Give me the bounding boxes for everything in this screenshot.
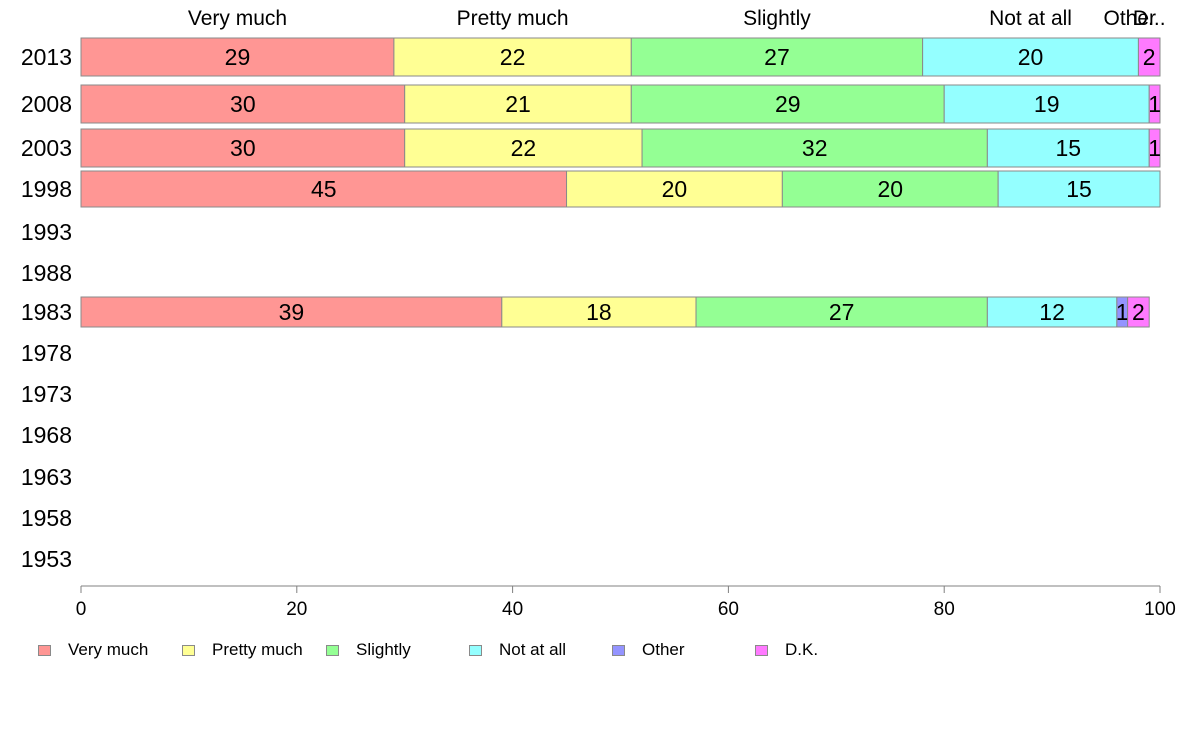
bar-data-label: 18 bbox=[586, 299, 612, 325]
bar-segment bbox=[393, 37, 632, 77]
legend-swatch bbox=[612, 644, 625, 656]
bar-data-label: 29 bbox=[775, 91, 801, 117]
bar-data-label: 12 bbox=[1039, 299, 1065, 325]
y-tick-label: 1993 bbox=[21, 219, 72, 245]
bar-segment bbox=[501, 296, 697, 328]
segment-header-label: Other bbox=[1104, 7, 1157, 30]
y-tick-label: 1953 bbox=[21, 546, 72, 572]
bar-segment bbox=[1148, 84, 1161, 124]
bar-data-label: 1 bbox=[1148, 135, 1161, 161]
bar-data-label: 1 bbox=[1148, 91, 1161, 117]
x-tick-label: 100 bbox=[1144, 599, 1176, 620]
bar-segment bbox=[80, 128, 406, 168]
bar-data-label: 22 bbox=[500, 44, 526, 70]
legend-swatch bbox=[326, 644, 339, 656]
bar-data-label: 2 bbox=[1143, 44, 1156, 70]
bar-data-label: 22 bbox=[511, 135, 537, 161]
legend-swatch bbox=[755, 644, 768, 656]
bar-segment bbox=[986, 128, 1150, 168]
bar-segment bbox=[1148, 128, 1161, 168]
legend-label: Pretty much bbox=[212, 640, 303, 659]
legend-swatch bbox=[469, 644, 482, 656]
bar-data-label: 39 bbox=[279, 299, 305, 325]
bar-segment bbox=[80, 84, 406, 124]
bar-data-label: 45 bbox=[311, 176, 337, 202]
bar-segment bbox=[1137, 37, 1161, 77]
segment-header-label: Not at all bbox=[989, 7, 1072, 30]
legend-label: D.K. bbox=[785, 640, 819, 659]
bar-data-label: 20 bbox=[877, 176, 903, 202]
x-axis: 0 20 40 60 80 100 bbox=[76, 585, 1176, 620]
legend-item: Not at all bbox=[469, 640, 566, 660]
bar-segment bbox=[997, 170, 1161, 208]
bar-segment bbox=[986, 296, 1118, 328]
segment-header-label: D... bbox=[1133, 7, 1166, 30]
bar-data-label: 30 bbox=[230, 135, 256, 161]
bar-data-label: 2 bbox=[1132, 299, 1145, 325]
y-tick-label: 1988 bbox=[21, 260, 72, 286]
bar-segment bbox=[630, 84, 945, 124]
legend-label: Other bbox=[642, 640, 685, 659]
y-tick-label: 1963 bbox=[21, 464, 72, 490]
bar-data-label: 27 bbox=[764, 44, 790, 70]
y-tick-label: 1973 bbox=[21, 381, 72, 407]
legend-swatch bbox=[182, 644, 195, 656]
bar-segment bbox=[404, 128, 643, 168]
y-tick-label: 1983 bbox=[21, 299, 72, 325]
bar-data-label: 29 bbox=[225, 44, 251, 70]
y-tick-label: 1998 bbox=[21, 176, 72, 202]
legend-item: Pretty much bbox=[182, 640, 303, 660]
segment-header-label: Very much bbox=[188, 7, 287, 30]
legend-label: Not at all bbox=[499, 640, 567, 659]
bar-data-label: 21 bbox=[505, 91, 531, 117]
y-tick-label: 1968 bbox=[21, 422, 72, 448]
bar-segment bbox=[1127, 296, 1150, 328]
segment-header-label: Slightly bbox=[743, 7, 811, 30]
legend-item: Very much bbox=[38, 640, 148, 660]
bar-segment bbox=[781, 170, 999, 208]
y-tick-label: 1978 bbox=[21, 340, 72, 366]
x-tick-label: 60 bbox=[718, 599, 739, 620]
bar-segment bbox=[80, 170, 568, 208]
y-axis-year-labels: 2013 2008 2003 1998 1993 1988 1983 1978 1973 1968… bbox=[21, 44, 72, 572]
bar-data-label: 15 bbox=[1066, 176, 1092, 202]
x-tick-label: 80 bbox=[934, 599, 955, 620]
bar-data-label: 15 bbox=[1055, 135, 1081, 161]
legend-item: D.K. bbox=[755, 640, 818, 660]
legend-item: Slightly bbox=[326, 640, 411, 660]
bar-data-label: 32 bbox=[802, 135, 828, 161]
legend: Very much Pretty much Slightly Not at all Ot… bbox=[38, 640, 1138, 662]
bar-segment bbox=[404, 84, 632, 124]
segment-header-labels: Very much Pretty much Slightly Not at all Ot… bbox=[188, 7, 1166, 30]
y-tick-label: 2003 bbox=[21, 135, 72, 161]
y-tick-label: 2013 bbox=[21, 44, 72, 70]
legend-label: Very much bbox=[68, 640, 149, 659]
bar-data-label: 19 bbox=[1034, 91, 1060, 117]
bar-segment bbox=[695, 296, 988, 328]
legend-label: Slightly bbox=[356, 640, 411, 659]
bar-segment bbox=[943, 84, 1150, 124]
bar-data-label: 27 bbox=[829, 299, 855, 325]
bar-data-label: 30 bbox=[230, 91, 256, 117]
legend-swatch bbox=[38, 644, 51, 656]
bar-data-label: 1 bbox=[1116, 299, 1129, 325]
x-tick-label: 20 bbox=[286, 599, 307, 620]
bar-segment bbox=[566, 170, 783, 208]
bar-data-label: 20 bbox=[662, 176, 688, 202]
segment-header-label: Pretty much bbox=[457, 7, 569, 30]
y-tick-label: 2008 bbox=[21, 91, 72, 117]
bar-segment bbox=[641, 128, 988, 168]
bar-data-label: 20 bbox=[1018, 44, 1044, 70]
bar-segment bbox=[80, 296, 503, 328]
y-tick-label: 1958 bbox=[21, 505, 72, 531]
x-tick-label: 40 bbox=[502, 599, 523, 620]
x-tick-label: 0 bbox=[76, 599, 87, 620]
legend-item: Other bbox=[612, 640, 685, 660]
